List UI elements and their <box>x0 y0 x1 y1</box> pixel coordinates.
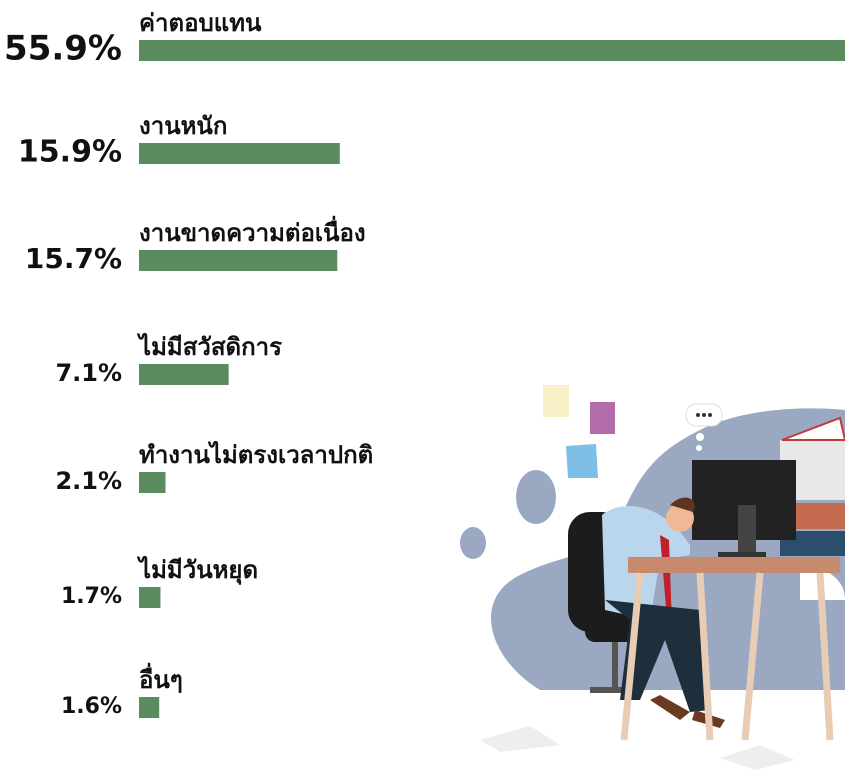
category-label: ทำงานไม่ตรงเวลาปกติ <box>139 440 373 469</box>
bar <box>139 40 845 61</box>
bar <box>139 472 166 493</box>
category-label: ค่าตอบแทน <box>139 9 262 37</box>
chart: ค่าตอบแทน 55.9% งานหนัก 15.9% งานขาดความต่อเ… <box>0 0 845 780</box>
value-label: 2.1% <box>55 467 122 495</box>
value-label: 7.1% <box>55 359 122 387</box>
value-label: 15.9% <box>18 135 122 170</box>
value-label: 15.7% <box>25 242 122 275</box>
category-label: งานหนัก <box>139 112 227 140</box>
illustration <box>460 385 845 770</box>
value-label: 55.9% <box>4 29 122 69</box>
value-label: 1.6% <box>61 694 122 719</box>
value-label: 1.7% <box>61 584 122 609</box>
bar <box>139 364 229 385</box>
category-label: ไม่มีวันหยุด <box>136 555 258 586</box>
bar <box>139 143 340 164</box>
bar <box>139 697 159 718</box>
category-label: ไม่มีสวัสดิการ <box>136 332 282 361</box>
bar <box>139 250 337 271</box>
bar <box>139 587 160 608</box>
category-label: งานขาดความต่อเนื่อง <box>139 215 366 247</box>
category-label: อื่นๆ <box>139 662 183 694</box>
